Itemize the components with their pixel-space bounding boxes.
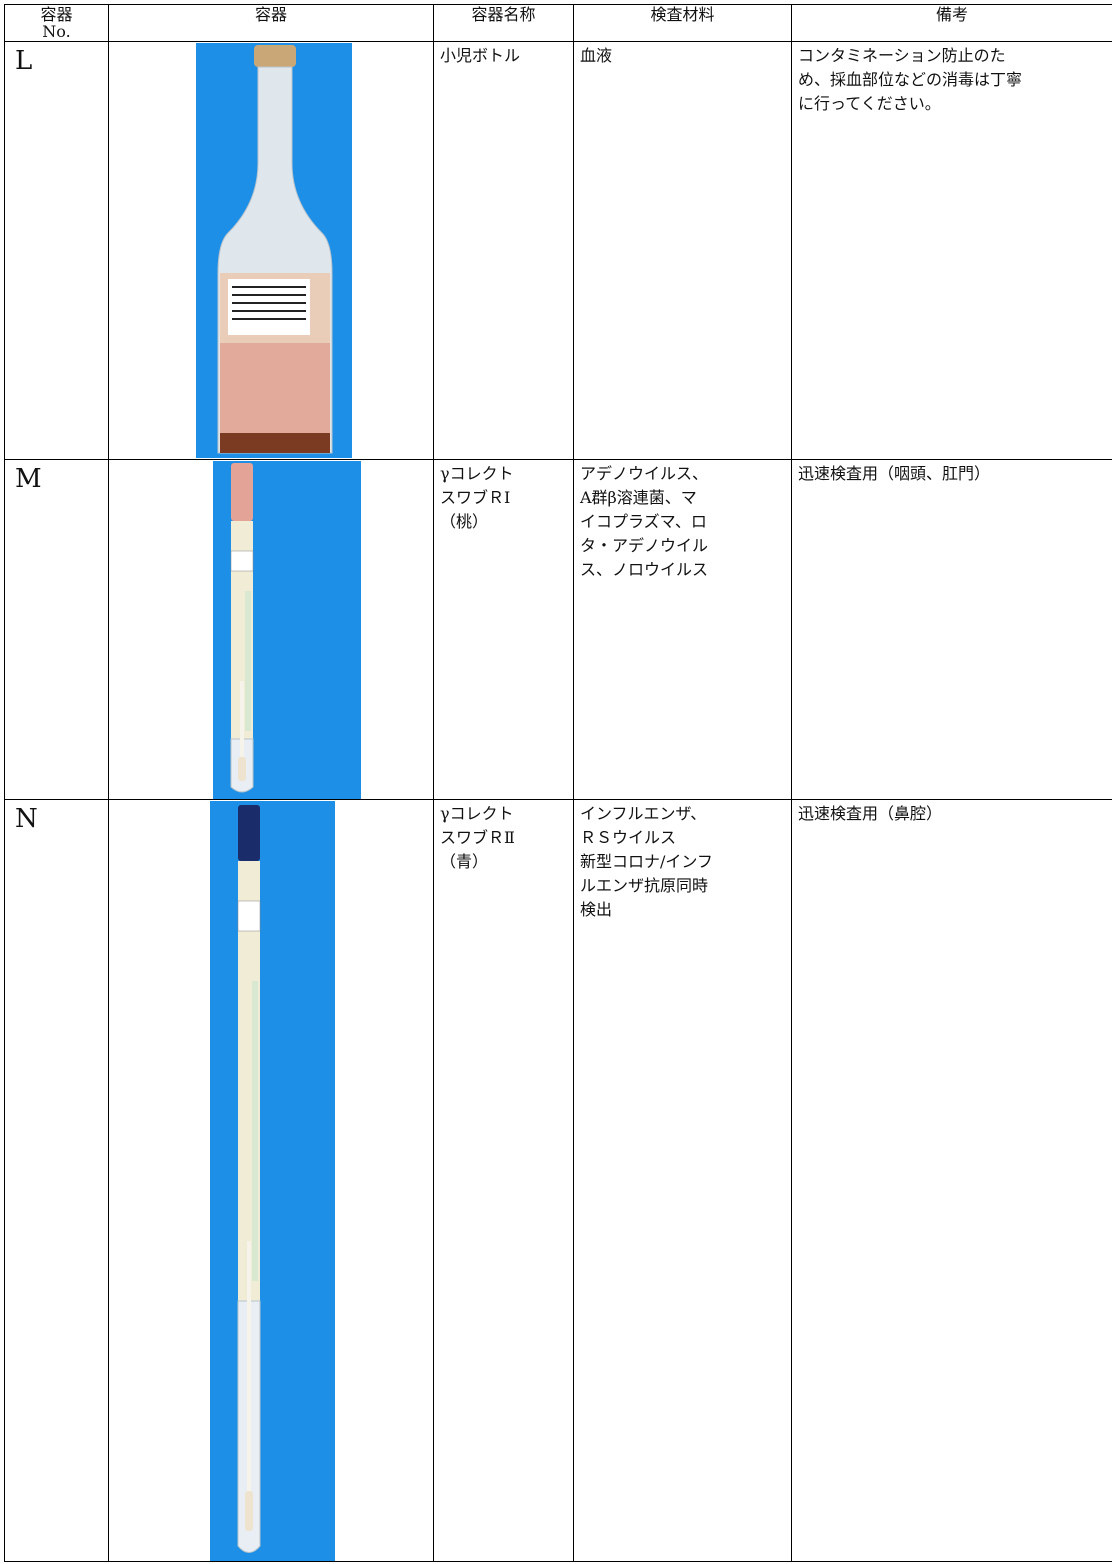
material: アデノウイルス、 A群β溶連菌、マ イコプラズマ、ロ タ・アデノウイル ス、ノロウイルス bbox=[573, 459, 792, 800]
photo-cell bbox=[108, 41, 434, 460]
text-line: イコプラズマ、ロ bbox=[580, 512, 707, 531]
text-line: 迅速検査用（咽頭、肛門） bbox=[798, 464, 991, 483]
text-line: （青） bbox=[440, 852, 489, 871]
text-line: ＲＳウイルス bbox=[580, 828, 677, 847]
photo-cell bbox=[108, 799, 434, 1562]
row: M γコレクトスワブＲI （桃） アデノウイルス、 A群β溶連菌、マ イコプラズマ、ロ… bbox=[4, 459, 1112, 800]
header-cell: 容器 No. bbox=[4, 4, 109, 42]
note: 迅速検査用（咽頭、肛門） bbox=[791, 459, 1112, 800]
photo-cell bbox=[108, 459, 434, 800]
container-no: N bbox=[4, 799, 109, 1562]
note: コンタミネーション防止のた め、採血部位などの消毒は丁寧 に行ってください。 bbox=[791, 41, 1112, 460]
row: L 小児ボトル 血液 コンタミネーション防止のた め、採血部位などの消毒は丁寧 に行… bbox=[4, 41, 1112, 460]
text-line: アデノウイルス、 bbox=[580, 464, 709, 483]
text-line: タ・アデノウイル bbox=[580, 536, 709, 555]
swab-photo bbox=[210, 801, 335, 1561]
header-row: 容器 No. 容器 容器名称 検査材料 備考 bbox=[4, 4, 1112, 42]
text-line: 検査材料 bbox=[650, 5, 715, 24]
text-line: インフルエンザ、 bbox=[580, 804, 707, 823]
material: 血液 bbox=[573, 41, 792, 460]
bottle-photo bbox=[196, 43, 352, 458]
container-name: 小児ボトル bbox=[433, 41, 574, 460]
text-line: 容器 bbox=[40, 5, 73, 24]
note: 迅速検査用（鼻腔） bbox=[791, 799, 1112, 1562]
text-line: 容器 bbox=[254, 5, 287, 24]
text-line: ス、ノロウイルス bbox=[580, 560, 709, 579]
swab-photo bbox=[213, 461, 361, 799]
text-line: No. bbox=[42, 22, 71, 41]
container-name: γコレクトスワブＲI （桃） bbox=[433, 459, 574, 800]
header-cell: 容器名称 bbox=[433, 4, 574, 42]
header-cell: 備考 bbox=[791, 4, 1112, 42]
container-no: L bbox=[4, 41, 109, 460]
container-no: M bbox=[4, 459, 109, 800]
text-line: 検出 bbox=[580, 900, 613, 919]
text-line: 容器名称 bbox=[471, 5, 536, 24]
container-table: 容器 No. 容器 容器名称 検査材料 備考 L 小児ボトル 血液 コンタミネーシ… bbox=[4, 4, 1112, 1562]
text-line: γコレクト bbox=[440, 464, 514, 483]
text-line: 血液 bbox=[580, 46, 613, 65]
text-line: スワブＲI bbox=[440, 488, 511, 507]
text-line: A群β溶連菌、マ bbox=[580, 488, 697, 507]
text-line: ルエンザ抗原同時 bbox=[580, 876, 709, 895]
container-name: γコレクトスワブＲⅡ （青） bbox=[433, 799, 574, 1562]
text-line: 迅速検査用（鼻腔） bbox=[798, 804, 943, 823]
row: N γコレクトスワブＲⅡ （青） インフルエンザ、 ＲＳウイルス新型コロナ/インフル… bbox=[4, 799, 1112, 1562]
text-line: （桃） bbox=[440, 512, 489, 531]
text-line: 小児ボトル bbox=[440, 46, 521, 65]
header-cell: 容器 bbox=[108, 4, 434, 42]
text-line: 備考 bbox=[935, 5, 968, 24]
text-line: γコレクト bbox=[440, 804, 514, 823]
text-line: コンタミネーション防止のた bbox=[798, 46, 1006, 65]
header-cell: 検査材料 bbox=[573, 4, 792, 42]
text-line: スワブＲⅡ bbox=[440, 828, 515, 847]
text-line: に行ってください。 bbox=[798, 94, 941, 113]
text-line: め、採血部位などの消毒は丁寧 bbox=[798, 70, 1023, 89]
material: インフルエンザ、 ＲＳウイルス新型コロナ/インフ ルエンザ抗原同時 検出 bbox=[573, 799, 792, 1562]
text-line: 新型コロナ/インフ bbox=[580, 852, 713, 871]
